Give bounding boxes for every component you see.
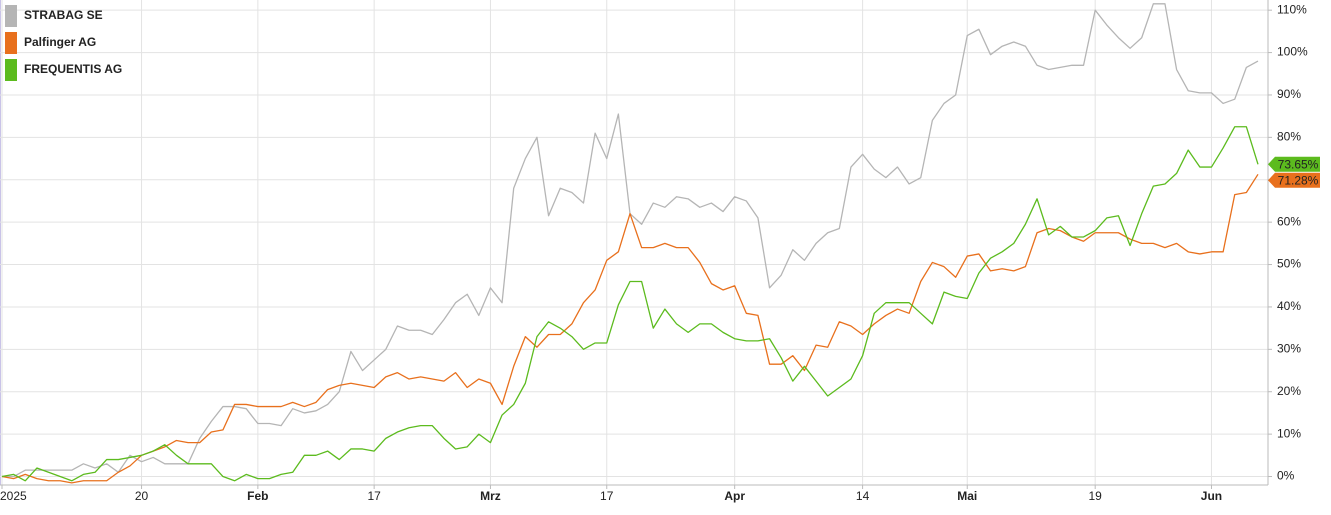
x-tick-label: 17 [367,489,381,503]
series-line [2,3,1259,478]
x-tick-label: Mai [957,489,977,503]
x-tick-label: 2025 [0,489,27,503]
value-label: 71.28% [1278,173,1319,187]
y-tick-label: 60% [1277,214,1301,228]
legend-key [5,5,17,27]
value-tag-box [1268,172,1320,188]
y-tick-label: 20% [1277,384,1301,398]
y-tick-label: 40% [1277,299,1301,313]
y-tick-label: 10% [1277,426,1301,440]
y-tick-label: 100% [1277,45,1308,59]
y-tick-label: 110% [1277,2,1307,16]
legend-key [5,59,17,81]
value-label: 73.65% [1278,157,1319,171]
x-tick-label: Apr [724,489,745,503]
x-tick-label: Mrz [480,489,501,503]
x-tick-label: 19 [1089,489,1103,503]
x-tick-label: 20 [135,489,149,503]
y-tick-label: 50% [1277,257,1301,271]
legend: STRABAG SE Palfinger AG FREQUENTIS AG [5,5,122,81]
y-tick-label: 90% [1277,87,1301,101]
y-tick-label: 80% [1277,130,1301,144]
y-tick-label: 0% [1277,469,1295,483]
x-tick-label: Feb [247,489,268,503]
series-line [1,173,1259,484]
value-tag-box [1268,156,1320,172]
legend-label: FREQUENTIS AG [24,62,122,76]
x-tick-label: Jun [1201,489,1222,503]
x-tick-label: 17 [600,489,614,503]
y-tick-label: 30% [1277,342,1301,356]
value-tag: 71.28% [1268,172,1320,188]
series-line [1,126,1259,482]
legend-key [5,32,17,54]
x-tick-label: 14 [856,489,870,503]
value-tag: 73.65% [1268,156,1320,172]
legend-label: Palfinger AG [24,35,96,49]
legend-label: STRABAG SE [24,8,103,22]
